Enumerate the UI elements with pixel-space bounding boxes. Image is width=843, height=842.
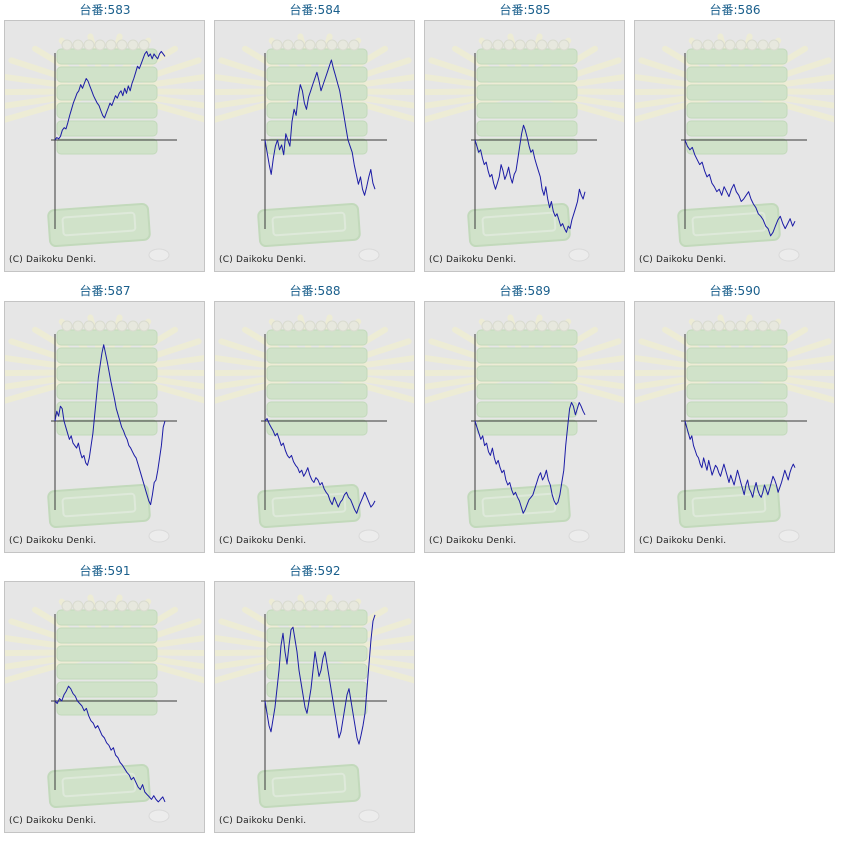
- machine-chart-card: 台番:589 (C) Daikoku Denki.: [420, 281, 630, 561]
- copyright-text: (C) Daikoku Denki.: [219, 536, 307, 546]
- copyright-text: (C) Daikoku Denki.: [219, 255, 307, 265]
- chart-title[interactable]: 台番:584: [289, 3, 341, 17]
- chart-title[interactable]: 台番:592: [289, 564, 341, 578]
- chart-svg: [5, 33, 204, 262]
- chart-title[interactable]: 台番:583: [79, 3, 131, 17]
- chart-title[interactable]: 台番:585: [499, 3, 551, 17]
- chart-panel: (C) Daikoku Denki.: [214, 581, 415, 833]
- machine-chart-card: 台番:588 (C) Daikoku Denki.: [210, 281, 420, 561]
- copyright-text: (C) Daikoku Denki.: [639, 536, 727, 546]
- machine-chart-card: 台番:590 (C) Daikoku Denki.: [630, 281, 840, 561]
- chart-title[interactable]: 台番:588: [289, 284, 341, 298]
- chart-svg: [5, 314, 204, 543]
- machine-chart-card: 台番:584 (C) Daikoku Denki.: [210, 0, 420, 280]
- chart-panel: (C) Daikoku Denki.: [634, 20, 835, 272]
- chart-svg: [5, 594, 204, 823]
- data-series-line: [54, 344, 166, 506]
- copyright-text: (C) Daikoku Denki.: [429, 255, 517, 265]
- chart-svg: [215, 594, 414, 823]
- chart-title[interactable]: 台番:586: [709, 3, 761, 17]
- copyright-text: (C) Daikoku Denki.: [9, 816, 97, 826]
- chart-panel: (C) Daikoku Denki.: [634, 301, 835, 553]
- chart-title[interactable]: 台番:591: [79, 564, 131, 578]
- background-illustration: [635, 33, 834, 262]
- background-illustration: [5, 33, 204, 262]
- chart-title[interactable]: 台番:589: [499, 284, 551, 298]
- data-series-line: [474, 124, 586, 233]
- copyright-text: (C) Daikoku Denki.: [9, 255, 97, 265]
- chart-svg: [425, 314, 624, 543]
- chart-svg: [635, 314, 834, 543]
- machine-chart-card: 台番:585 (C) Daikoku Denki.: [420, 0, 630, 280]
- chart-panel: (C) Daikoku Denki.: [214, 301, 415, 553]
- copyright-text: (C) Daikoku Denki.: [219, 816, 307, 826]
- chart-svg: [425, 33, 624, 262]
- background-illustration: [5, 594, 204, 823]
- data-series-line: [264, 418, 376, 514]
- copyright-text: (C) Daikoku Denki.: [9, 536, 97, 546]
- chart-svg: [635, 33, 834, 262]
- data-series-line: [684, 139, 796, 237]
- machine-chart-card: 台番:586 (C) Daikoku Denki.: [630, 0, 840, 280]
- background-illustration: [215, 314, 414, 543]
- chart-svg: [215, 33, 414, 262]
- copyright-text: (C) Daikoku Denki.: [639, 255, 727, 265]
- chart-panel: (C) Daikoku Denki.: [4, 301, 205, 553]
- machine-chart-card: 台番:587 (C) Daikoku Denki.: [0, 281, 210, 561]
- chart-title[interactable]: 台番:590: [709, 284, 761, 298]
- background-illustration: [425, 314, 624, 543]
- chart-title[interactable]: 台番:587: [79, 284, 131, 298]
- background-illustration: [425, 33, 624, 262]
- data-series-line: [264, 59, 376, 196]
- data-series-line: [264, 614, 376, 745]
- machine-chart-card: 台番:591 (C) Daikoku Denki.: [0, 561, 210, 841]
- data-series-line: [474, 402, 586, 514]
- chart-panel: (C) Daikoku Denki.: [4, 581, 205, 833]
- data-series-line: [54, 685, 166, 803]
- chart-panel: (C) Daikoku Denki.: [424, 20, 625, 272]
- background-illustration: [215, 33, 414, 262]
- data-series-line: [54, 50, 166, 141]
- machine-chart-card: 台番:592 (C) Daikoku Denki.: [210, 561, 420, 841]
- chart-panel: (C) Daikoku Denki.: [424, 301, 625, 553]
- background-illustration: [635, 314, 834, 543]
- chart-panel: (C) Daikoku Denki.: [214, 20, 415, 272]
- chart-panel: (C) Daikoku Denki.: [4, 20, 205, 272]
- copyright-text: (C) Daikoku Denki.: [429, 536, 517, 546]
- machine-chart-card: 台番:583 (C) Daikoku Denki.: [0, 0, 210, 280]
- chart-svg: [215, 314, 414, 543]
- data-series-line: [684, 420, 796, 498]
- background-illustration: [5, 314, 204, 543]
- background-illustration: [215, 594, 414, 823]
